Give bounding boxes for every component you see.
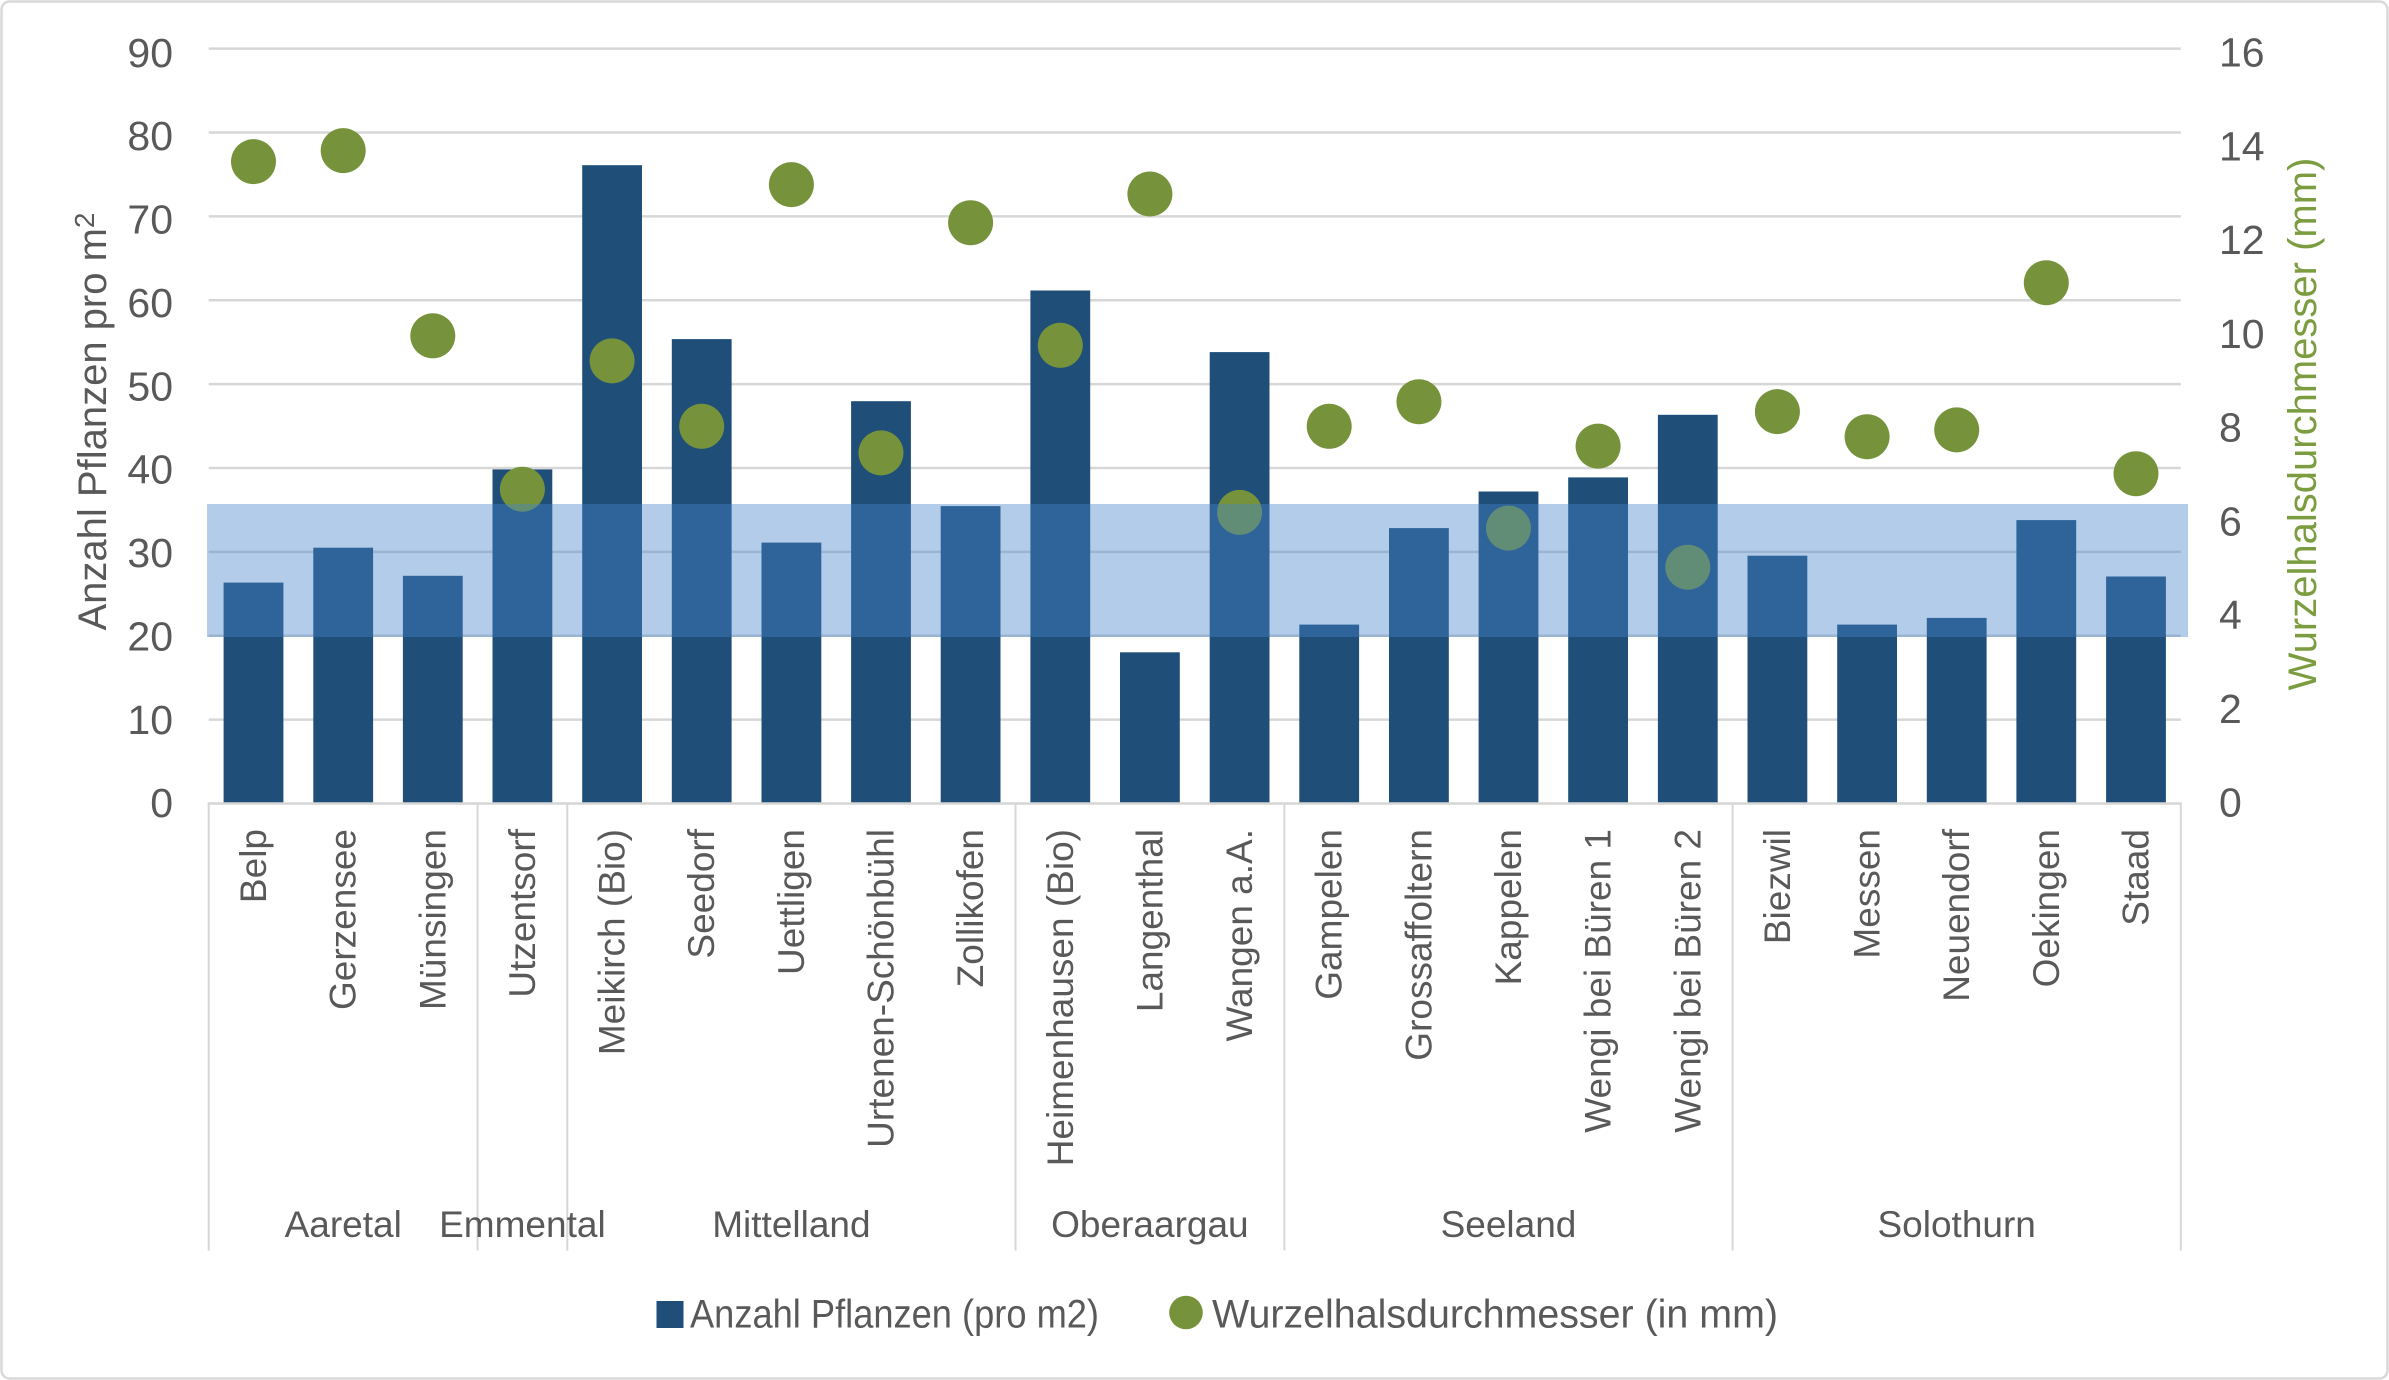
svg-text:Oekingen: Oekingen — [2026, 829, 2067, 987]
svg-text:40: 40 — [127, 447, 173, 493]
svg-text:Grossaffoltern: Grossaffoltern — [1398, 829, 1439, 1061]
svg-text:Solothurn: Solothurn — [1878, 1204, 2036, 1245]
svg-text:4: 4 — [2219, 592, 2242, 638]
svg-text:70: 70 — [127, 197, 173, 243]
svg-text:10: 10 — [2219, 311, 2265, 357]
svg-text:Gampelen: Gampelen — [1309, 829, 1350, 1000]
svg-text:2: 2 — [2219, 686, 2242, 732]
svg-text:Urtenen-Schönbühl: Urtenen-Schönbühl — [861, 829, 902, 1148]
svg-text:Meikirch (Bio): Meikirch (Bio) — [592, 829, 633, 1055]
svg-text:Neuendorf: Neuendorf — [1936, 828, 1977, 1002]
svg-text:Seeland: Seeland — [1441, 1204, 1577, 1245]
svg-text:20: 20 — [127, 613, 173, 659]
svg-text:Uettligen: Uettligen — [771, 829, 812, 975]
svg-text:Messen: Messen — [1847, 829, 1888, 959]
svg-text:Heimenhausen (Bio): Heimenhausen (Bio) — [1040, 829, 1081, 1166]
svg-text:Wengi bei Büren 1: Wengi bei Büren 1 — [1578, 829, 1619, 1133]
svg-text:Seedorf: Seedorf — [681, 828, 722, 958]
svg-text:Utzentsorf: Utzentsorf — [502, 828, 543, 997]
svg-text:Biezwil: Biezwil — [1757, 829, 1798, 944]
svg-text:0: 0 — [2219, 780, 2242, 826]
svg-text:90: 90 — [127, 30, 173, 76]
svg-text:14: 14 — [2219, 124, 2265, 170]
svg-text:Staad: Staad — [2116, 829, 2157, 926]
svg-text:6: 6 — [2219, 499, 2242, 545]
svg-text:Anzahl Pflanzen (pro m2): Anzahl Pflanzen (pro m2) — [690, 1293, 1099, 1337]
svg-text:10: 10 — [127, 697, 173, 743]
svg-text:12: 12 — [2219, 217, 2265, 263]
svg-text:Wangen a.A.: Wangen a.A. — [1219, 829, 1260, 1042]
svg-text:Wengi bei Büren 2: Wengi bei Büren 2 — [1667, 829, 1708, 1133]
svg-text:0: 0 — [150, 780, 173, 826]
svg-text:Münsingen: Münsingen — [412, 829, 453, 1010]
svg-text:Mittelland: Mittelland — [712, 1204, 870, 1245]
svg-text:50: 50 — [127, 363, 173, 409]
svg-text:Oberaargau: Oberaargau — [1051, 1204, 1248, 1245]
svg-text:8: 8 — [2219, 405, 2242, 451]
svg-text:Emmental: Emmental — [439, 1204, 606, 1245]
svg-text:80: 80 — [127, 113, 173, 159]
svg-text:Zollikofen: Zollikofen — [950, 829, 991, 987]
svg-text:30: 30 — [127, 530, 173, 576]
svg-text:60: 60 — [127, 280, 173, 326]
svg-text:Anzahl Pflanzen pro m2: Anzahl Pflanzen pro m2 — [69, 212, 115, 630]
svg-text:Wurzelhalsdurchmesser (mm): Wurzelhalsdurchmesser (mm) — [2281, 158, 2325, 691]
svg-text:Belp: Belp — [233, 829, 274, 903]
svg-text:Kappelen: Kappelen — [1488, 829, 1529, 985]
svg-text:Langenthal: Langenthal — [1129, 829, 1170, 1012]
svg-text:Wurzelhalsdurchmesser (in mm): Wurzelhalsdurchmesser (in mm) — [1212, 1293, 1778, 1337]
svg-text:Gerzensee: Gerzensee — [323, 829, 364, 1010]
svg-text:Aaretal: Aaretal — [285, 1204, 402, 1245]
svg-text:16: 16 — [2219, 30, 2265, 76]
